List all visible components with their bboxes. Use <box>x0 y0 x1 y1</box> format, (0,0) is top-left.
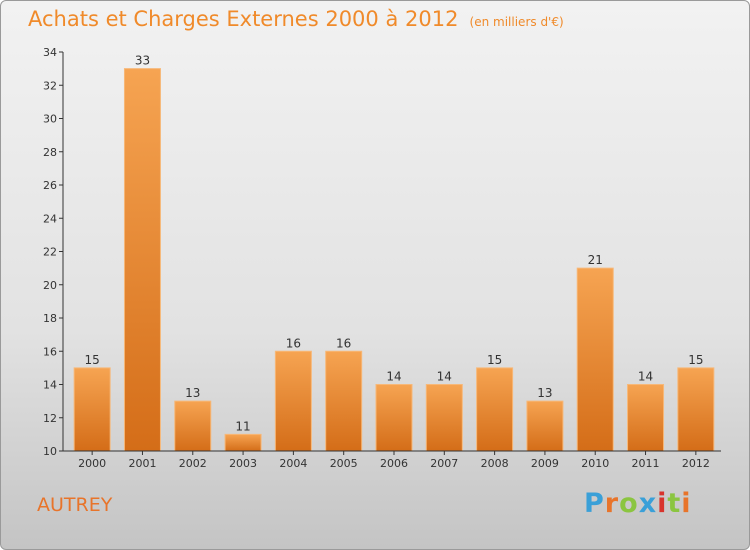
bar-2005 <box>325 350 363 452</box>
bar-2001 <box>123 68 161 452</box>
x-tick-label: 2004 <box>279 457 307 470</box>
x-tick-label: 2003 <box>229 457 257 470</box>
x-tick-label: 2006 <box>380 457 408 470</box>
bar-value-label: 11 <box>235 419 250 433</box>
logo-letter: t <box>667 488 682 519</box>
chart-title: Achats et Charges Externes 2000 à 2012 (… <box>28 7 564 31</box>
bar-2012 <box>677 367 715 452</box>
x-tick-label: 2005 <box>330 457 358 470</box>
bar-2000 <box>73 367 111 452</box>
y-tick-label: 14 <box>43 379 57 392</box>
x-tick-label: 2010 <box>581 457 609 470</box>
y-tick-label: 16 <box>43 345 57 358</box>
proxiti-logo[interactable]: Proxiti <box>584 488 692 519</box>
chart-unit-text: (en milliers d'€) <box>469 15 564 29</box>
bar-2003 <box>224 433 262 452</box>
bar-value-label: 14 <box>386 370 401 384</box>
y-tick-label: 30 <box>43 113 57 126</box>
x-tick-label: 2012 <box>682 457 710 470</box>
bar-value-label: 13 <box>537 386 552 400</box>
x-tick-label: 2002 <box>179 457 207 470</box>
y-axis: 10 12 14 16 18 20 22 24 26 28 30 32 34 <box>43 46 64 458</box>
x-axis: 2000 2001 2002 2003 2004 2005 2006 2007 2008 2009… <box>63 450 721 470</box>
bar-2006 <box>375 384 413 452</box>
bar-2004 <box>274 350 312 452</box>
x-tick-label: 2000 <box>78 457 106 470</box>
logo-letter: P <box>584 488 605 519</box>
chart-title-text: Achats et Charges Externes 2000 à 2012 <box>28 7 459 31</box>
bar-2002 <box>174 400 212 452</box>
x-tick-label: 2007 <box>430 457 458 470</box>
logo-letter: i <box>681 488 692 519</box>
logo-letter: x <box>638 488 658 519</box>
y-tick-label: 32 <box>43 79 57 92</box>
y-tick-label: 28 <box>43 146 57 159</box>
logo-letter: r <box>604 488 620 519</box>
x-tick-label: 2009 <box>531 457 559 470</box>
y-tick-label: 22 <box>43 246 57 259</box>
commune-name: AUTREY <box>37 494 113 516</box>
bar-value-label: 13 <box>185 386 200 400</box>
bar-2010 <box>576 267 614 452</box>
bar-2008 <box>476 367 514 452</box>
x-tick-label: 2008 <box>481 457 509 470</box>
bar-value-label: 21 <box>588 253 603 267</box>
y-tick-label: 20 <box>43 279 57 292</box>
y-tick-label: 12 <box>43 412 57 425</box>
y-tick-label: 10 <box>43 445 57 458</box>
bar-value-label: 33 <box>135 54 150 68</box>
bar-2009 <box>526 400 564 452</box>
bar-2011 <box>627 384 665 452</box>
y-tick-label: 24 <box>43 212 57 225</box>
y-tick-label: 34 <box>43 46 57 59</box>
logo-letter: i <box>657 488 668 519</box>
bar-value-label: 15 <box>688 353 703 367</box>
bar-value-label: 15 <box>487 353 502 367</box>
y-tick-label: 26 <box>43 179 57 192</box>
x-tick-label: 2011 <box>632 457 660 470</box>
bar-value-label: 16 <box>286 336 301 350</box>
x-tick-label: 2001 <box>128 457 156 470</box>
bar-value-label: 15 <box>85 353 100 367</box>
logo-letter: o <box>619 488 639 519</box>
y-tick-label: 18 <box>43 312 57 325</box>
bar-value-label: 14 <box>437 370 452 384</box>
bar-2007 <box>425 384 463 452</box>
bar-value-label: 14 <box>638 370 653 384</box>
bars: 15 33 13 11 16 16 14 14 15 13 21 14 15 <box>73 54 715 452</box>
bar-value-label: 16 <box>336 336 351 350</box>
